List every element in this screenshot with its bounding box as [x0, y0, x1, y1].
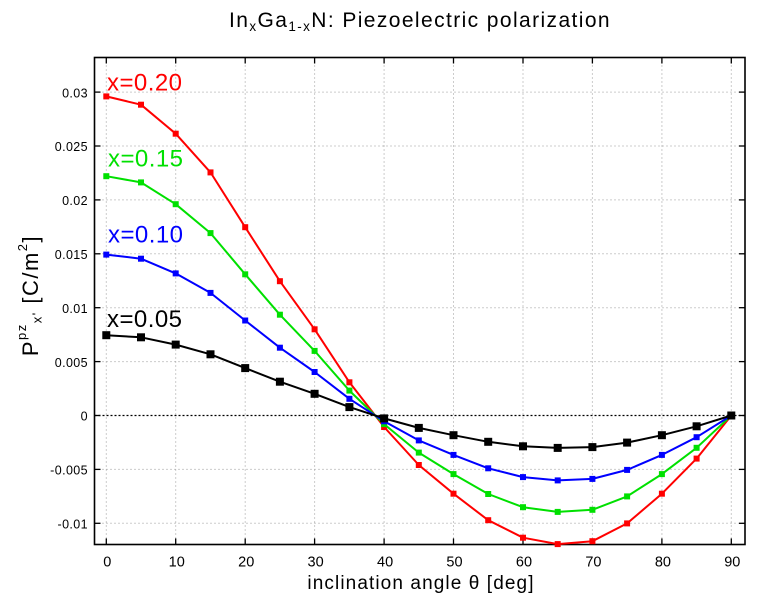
svg-text:-0.01: -0.01 — [58, 518, 89, 532]
svg-text:x=0.15: x=0.15 — [108, 146, 183, 173]
svg-text:50: 50 — [446, 555, 462, 571]
svg-text:0.005: 0.005 — [55, 356, 88, 370]
svg-text:0: 0 — [81, 410, 88, 424]
svg-text:90: 90 — [724, 555, 740, 571]
svg-text:60: 60 — [516, 555, 532, 571]
svg-text:InxGa1-xN: Piezoelectric polar: InxGa1-xN: Piezoelectric polarization — [229, 9, 611, 34]
svg-text:80: 80 — [655, 555, 671, 571]
svg-text:x=0.10: x=0.10 — [108, 222, 183, 249]
svg-text:0.01: 0.01 — [62, 302, 88, 316]
svg-text:30: 30 — [308, 555, 324, 571]
svg-text:70: 70 — [585, 555, 601, 571]
svg-text:0.015: 0.015 — [55, 248, 88, 262]
svg-text:-0.005: -0.005 — [50, 464, 88, 478]
svg-text:x=0.20: x=0.20 — [107, 69, 182, 96]
svg-text:0.025: 0.025 — [55, 140, 88, 154]
svg-text:0: 0 — [103, 555, 111, 571]
svg-text:inclination angle θ [deg]: inclination angle θ [deg] — [307, 573, 534, 594]
svg-text:x=0.05: x=0.05 — [107, 306, 182, 333]
svg-text:20: 20 — [238, 555, 254, 571]
svg-text:0.03: 0.03 — [62, 86, 88, 100]
svg-text:10: 10 — [169, 555, 185, 571]
svg-text:0.02: 0.02 — [62, 194, 88, 208]
svg-text:40: 40 — [377, 555, 393, 571]
